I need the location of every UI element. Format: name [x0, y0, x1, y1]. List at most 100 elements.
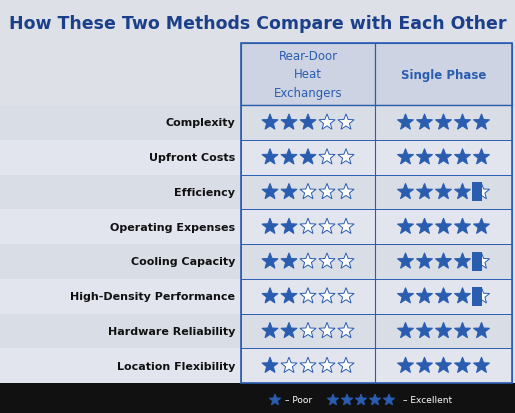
Polygon shape — [454, 288, 471, 303]
Polygon shape — [383, 394, 394, 405]
Polygon shape — [319, 253, 335, 268]
Polygon shape — [435, 184, 452, 199]
Polygon shape — [319, 357, 335, 373]
Polygon shape — [338, 288, 354, 303]
Text: Cooling Capacity: Cooling Capacity — [131, 257, 235, 267]
Polygon shape — [338, 218, 354, 234]
Text: Rear-Door
Heat
Exchangers: Rear-Door Heat Exchangers — [273, 50, 342, 99]
FancyBboxPatch shape — [241, 44, 375, 106]
Text: How These Two Methods Compare with Each Other: How These Two Methods Compare with Each … — [9, 15, 507, 33]
FancyBboxPatch shape — [0, 314, 240, 349]
Polygon shape — [281, 218, 297, 234]
Polygon shape — [435, 253, 452, 268]
Polygon shape — [417, 184, 433, 199]
Text: – Excellent: – Excellent — [403, 396, 452, 404]
FancyBboxPatch shape — [0, 244, 240, 279]
Polygon shape — [281, 357, 297, 373]
FancyBboxPatch shape — [0, 210, 240, 244]
Polygon shape — [473, 253, 490, 268]
Polygon shape — [435, 323, 452, 338]
Polygon shape — [319, 184, 335, 199]
Text: Operating Expenses: Operating Expenses — [110, 222, 235, 232]
FancyBboxPatch shape — [375, 175, 512, 210]
Text: – Poor: – Poor — [285, 396, 312, 404]
Polygon shape — [398, 357, 414, 373]
FancyBboxPatch shape — [241, 349, 375, 383]
Polygon shape — [281, 253, 297, 268]
Polygon shape — [338, 184, 354, 199]
Polygon shape — [338, 357, 354, 373]
Polygon shape — [473, 288, 490, 303]
Polygon shape — [369, 394, 381, 405]
FancyBboxPatch shape — [375, 44, 512, 106]
Polygon shape — [338, 323, 354, 338]
Polygon shape — [454, 184, 471, 199]
Text: Location Flexibility: Location Flexibility — [116, 361, 235, 371]
FancyBboxPatch shape — [241, 106, 375, 140]
Polygon shape — [398, 184, 414, 199]
Polygon shape — [300, 184, 316, 199]
FancyBboxPatch shape — [472, 183, 482, 202]
FancyBboxPatch shape — [0, 106, 240, 140]
Polygon shape — [435, 288, 452, 303]
Polygon shape — [338, 253, 354, 268]
Polygon shape — [435, 218, 452, 234]
FancyBboxPatch shape — [241, 210, 375, 244]
Polygon shape — [473, 184, 490, 199]
Polygon shape — [417, 288, 433, 303]
Polygon shape — [473, 253, 490, 268]
FancyBboxPatch shape — [0, 175, 240, 210]
FancyBboxPatch shape — [472, 287, 482, 306]
Polygon shape — [269, 394, 281, 405]
FancyBboxPatch shape — [0, 279, 240, 314]
Polygon shape — [473, 149, 490, 165]
Text: High-Density Performance: High-Density Performance — [70, 292, 235, 301]
Polygon shape — [398, 114, 414, 130]
Polygon shape — [300, 149, 316, 165]
FancyBboxPatch shape — [375, 349, 512, 383]
Polygon shape — [417, 218, 433, 234]
Polygon shape — [398, 253, 414, 268]
Text: Hardware Reliability: Hardware Reliability — [108, 326, 235, 336]
Polygon shape — [262, 253, 278, 268]
Polygon shape — [319, 323, 335, 338]
Polygon shape — [300, 114, 316, 130]
Polygon shape — [473, 218, 490, 234]
FancyBboxPatch shape — [241, 314, 375, 349]
Polygon shape — [319, 218, 335, 234]
Polygon shape — [262, 184, 278, 199]
Polygon shape — [328, 394, 339, 405]
Polygon shape — [262, 357, 278, 373]
Polygon shape — [262, 323, 278, 338]
Polygon shape — [319, 149, 335, 165]
Polygon shape — [417, 323, 433, 338]
Polygon shape — [417, 357, 433, 373]
Polygon shape — [454, 218, 471, 234]
FancyBboxPatch shape — [375, 244, 512, 279]
Polygon shape — [435, 357, 452, 373]
Polygon shape — [435, 114, 452, 130]
FancyBboxPatch shape — [241, 279, 375, 314]
Polygon shape — [262, 149, 278, 165]
Polygon shape — [473, 323, 490, 338]
Polygon shape — [262, 288, 278, 303]
Polygon shape — [454, 114, 471, 130]
FancyBboxPatch shape — [375, 106, 512, 140]
Polygon shape — [473, 184, 490, 199]
Polygon shape — [300, 323, 316, 338]
Text: Complexity: Complexity — [165, 118, 235, 128]
Polygon shape — [454, 323, 471, 338]
FancyBboxPatch shape — [0, 140, 240, 175]
Polygon shape — [281, 114, 297, 130]
Polygon shape — [319, 114, 335, 130]
FancyBboxPatch shape — [0, 383, 515, 413]
Polygon shape — [338, 149, 354, 165]
Polygon shape — [300, 357, 316, 373]
Polygon shape — [398, 288, 414, 303]
FancyBboxPatch shape — [375, 314, 512, 349]
Polygon shape — [417, 253, 433, 268]
Polygon shape — [417, 149, 433, 165]
Polygon shape — [355, 394, 367, 405]
FancyBboxPatch shape — [375, 279, 512, 314]
FancyBboxPatch shape — [241, 175, 375, 210]
